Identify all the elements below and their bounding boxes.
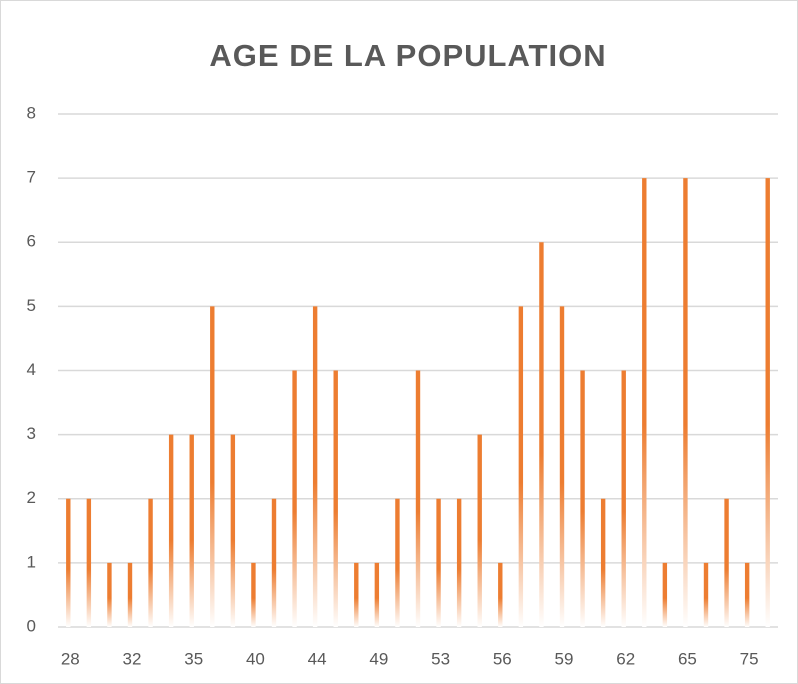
x-tick-label: 65 bbox=[678, 649, 697, 668]
x-tick-label: 59 bbox=[555, 649, 574, 668]
bar bbox=[518, 306, 524, 627]
bar bbox=[744, 562, 750, 627]
x-tick-label: 32 bbox=[123, 649, 142, 668]
x-tick-label: 75 bbox=[740, 649, 759, 668]
bar bbox=[765, 178, 770, 627]
y-tick-label: 6 bbox=[27, 232, 36, 251]
bar bbox=[354, 562, 359, 627]
bar bbox=[498, 562, 503, 627]
y-tick-label: 8 bbox=[27, 103, 36, 122]
bar bbox=[600, 498, 606, 627]
bar bbox=[415, 370, 421, 627]
y-tick-label: 0 bbox=[27, 616, 36, 635]
bar bbox=[374, 562, 380, 627]
bar bbox=[395, 498, 400, 627]
bar bbox=[210, 306, 215, 627]
bar bbox=[477, 434, 482, 627]
bar bbox=[107, 562, 112, 627]
bar bbox=[148, 498, 153, 627]
x-tick-label: 56 bbox=[493, 649, 512, 668]
bar bbox=[683, 178, 688, 627]
bar bbox=[168, 434, 174, 627]
bar bbox=[66, 498, 71, 627]
x-tick-label: 28 bbox=[61, 649, 80, 668]
bar bbox=[539, 242, 544, 627]
bar bbox=[230, 434, 236, 627]
y-tick-label: 4 bbox=[27, 360, 36, 379]
y-tick-label: 7 bbox=[27, 168, 36, 187]
chart-title: AGE DE LA POPULATION bbox=[209, 38, 606, 73]
x-tick-label: 44 bbox=[308, 649, 327, 668]
x-tick-label: 40 bbox=[246, 649, 265, 668]
bar bbox=[127, 562, 133, 627]
x-tick-label: 62 bbox=[616, 649, 635, 668]
bar bbox=[312, 306, 318, 627]
bar bbox=[86, 498, 92, 627]
bar bbox=[559, 306, 565, 627]
y-tick-label: 5 bbox=[27, 296, 36, 315]
bar bbox=[271, 498, 277, 627]
bar bbox=[456, 498, 462, 627]
bar bbox=[436, 498, 441, 627]
bar bbox=[580, 370, 585, 627]
bar bbox=[189, 434, 194, 627]
y-tick-label: 1 bbox=[27, 552, 36, 571]
bar bbox=[292, 370, 297, 627]
bar bbox=[642, 178, 647, 627]
bar bbox=[621, 370, 626, 627]
bar bbox=[251, 562, 256, 627]
bar bbox=[662, 562, 668, 627]
x-tick-label: 35 bbox=[184, 649, 203, 668]
y-tick-label: 3 bbox=[27, 424, 36, 443]
x-tick-label: 53 bbox=[431, 649, 450, 668]
x-tick-label: 49 bbox=[369, 649, 388, 668]
bar bbox=[333, 370, 338, 627]
y-tick-label: 2 bbox=[27, 488, 36, 507]
bar bbox=[703, 562, 709, 627]
bar bbox=[724, 498, 729, 627]
